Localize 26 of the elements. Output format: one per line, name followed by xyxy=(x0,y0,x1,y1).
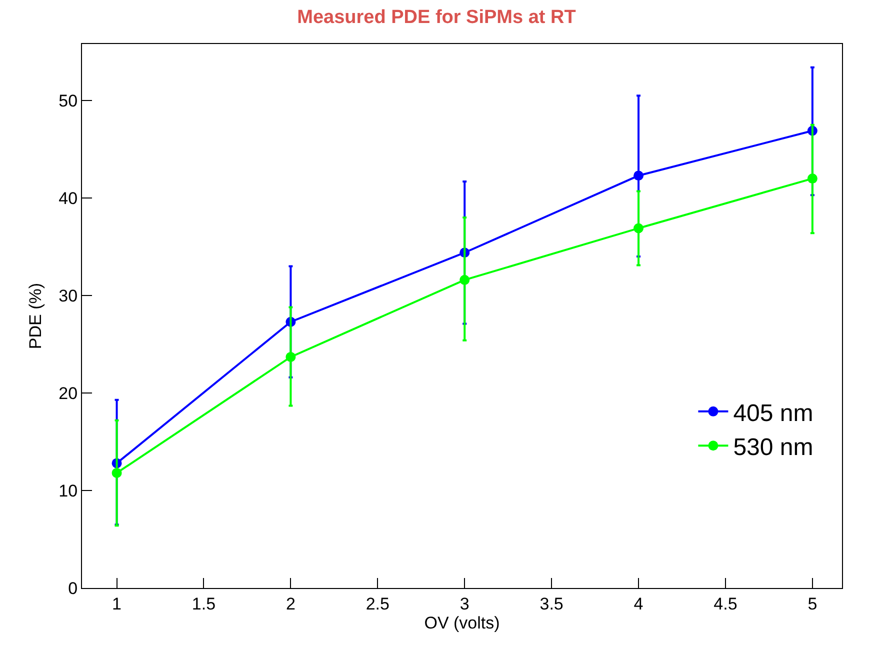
y-tick-label: 40 xyxy=(58,188,78,208)
legend-label: 405 nm xyxy=(733,400,814,427)
point xyxy=(460,274,470,285)
legend-label: 530 nm xyxy=(733,434,814,461)
x-tick-label: 2.5 xyxy=(366,594,390,614)
chart-title: Measured PDE for SiPMs at RT xyxy=(297,6,576,28)
x-tick-label: 5 xyxy=(808,594,818,614)
x-tick-label: 3.5 xyxy=(540,594,564,614)
y-tick-label: 30 xyxy=(58,286,78,306)
y-tick-label: 0 xyxy=(68,578,78,598)
x-tick-label: 3 xyxy=(460,594,470,614)
x-tick-label: 4.5 xyxy=(714,594,738,614)
point xyxy=(634,223,644,234)
x-tick-label: 1.5 xyxy=(192,594,216,614)
x-axis-title: OV (volts) xyxy=(424,613,500,632)
y-axis-title: PDE (%) xyxy=(26,282,46,350)
point xyxy=(286,352,296,362)
point xyxy=(807,174,818,184)
y-tick-label: 10 xyxy=(58,481,78,500)
x-tick-label: 1 xyxy=(112,594,122,614)
y-tick-label: 20 xyxy=(58,384,78,403)
point xyxy=(112,468,122,478)
x-tick-label: 2 xyxy=(286,594,296,614)
point xyxy=(634,170,644,181)
y-tick-label: 50 xyxy=(58,91,78,110)
x-tick-label: 4 xyxy=(634,594,644,614)
